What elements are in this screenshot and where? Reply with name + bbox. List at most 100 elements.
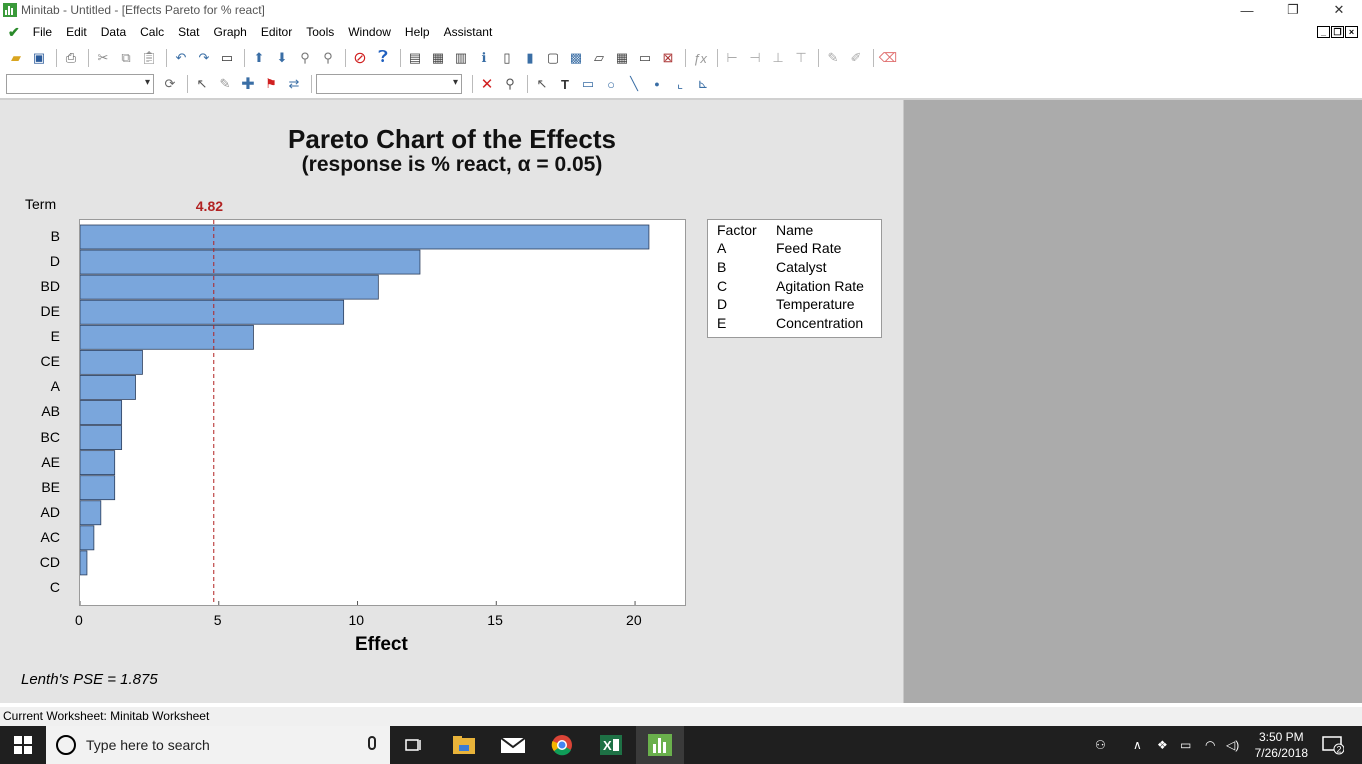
excel-icon[interactable]: X — [587, 726, 635, 764]
select-icon[interactable]: ↖ — [196, 76, 208, 91]
marker-tool-icon[interactable]: ● — [654, 79, 660, 89]
graph-folder-icon[interactable]: ▩ — [569, 50, 583, 65]
restore-button[interactable]: ❐ — [1287, 2, 1299, 17]
effect-bar-cd[interactable] — [79, 550, 88, 576]
menu-file[interactable]: File — [32, 25, 53, 39]
effect-bar-bc[interactable] — [79, 425, 123, 450]
window-icon[interactable]: ▭ — [220, 50, 234, 65]
effect-bar-ae[interactable] — [79, 450, 116, 476]
windows-start-icon[interactable] — [0, 726, 46, 764]
effect-bar-b[interactable] — [79, 224, 650, 250]
taskbar-search-box[interactable]: Type here to search — [46, 726, 390, 764]
menu-data[interactable]: Data — [100, 25, 127, 39]
panel-icon[interactable]: ▭ — [638, 50, 652, 65]
report-icon[interactable]: ▮ — [526, 50, 534, 65]
wifi-icon[interactable]: ◠ — [1205, 738, 1216, 752]
menu-window[interactable]: Window — [348, 25, 391, 39]
help-icon[interactable]: ❓︎ — [378, 49, 388, 66]
effect-bar-e[interactable] — [79, 324, 254, 350]
zoom-icon[interactable]: ⚲ — [505, 76, 515, 91]
layout-icon[interactable]: ▱ — [594, 50, 604, 65]
menu-tools[interactable]: Tools — [306, 25, 335, 39]
ellipse-tool-icon[interactable]: ○ — [607, 76, 615, 92]
effect-bar-a[interactable] — [79, 375, 136, 400]
open-icon[interactable]: ▰ — [11, 50, 21, 65]
brush-select-icon[interactable]: ✐ — [850, 50, 862, 65]
effect-bar-ce[interactable] — [79, 349, 143, 375]
mdi-close-button[interactable]: × — [1345, 26, 1358, 38]
polyline-tool-icon[interactable]: ⌞ — [676, 76, 684, 91]
effect-bar-bd[interactable] — [79, 274, 379, 300]
menu-editor[interactable]: Editor — [260, 25, 293, 39]
menu-assistant[interactable]: Assistant — [443, 25, 493, 39]
worksheet-icon[interactable]: ▦ — [431, 50, 445, 65]
tree-icon[interactable]: ⊢ — [726, 50, 738, 65]
taskbar-clock[interactable]: 3:50 PM 7/26/2018 — [1255, 729, 1308, 761]
arrow-up-icon[interactable]: ⬆ — [253, 50, 265, 65]
menu-calc[interactable]: Calc — [140, 25, 165, 39]
arrow-down-icon[interactable]: ⬇ — [276, 50, 288, 65]
replace-icon[interactable]: ⚲ — [323, 50, 333, 65]
find-icon[interactable]: ⚲ — [300, 50, 310, 65]
cancel-icon[interactable]: ⊘ — [353, 50, 367, 67]
text-tool-icon[interactable]: T — [561, 76, 569, 92]
people-icon[interactable]: ⚇ — [1095, 738, 1106, 752]
undo-icon[interactable]: ↶ — [175, 50, 187, 65]
swap-icon[interactable]: ⇄ — [288, 76, 300, 91]
menu-help[interactable]: Help — [404, 25, 430, 39]
flag-icon[interactable]: ⚑ — [265, 76, 277, 91]
function-icon[interactable]: ƒx — [693, 50, 707, 66]
table-icon[interactable]: ▦ — [615, 50, 629, 65]
redo-icon[interactable]: ↷ — [198, 50, 210, 65]
action-center-icon[interactable]: 2 — [1322, 726, 1344, 764]
brush-tool-icon[interactable]: ✎ — [219, 76, 231, 91]
menu-edit[interactable]: Edit — [66, 25, 87, 39]
history-icon[interactable]: ▯ — [503, 50, 511, 65]
rectangle-tool-icon[interactable]: ▭ — [581, 76, 595, 91]
project-check-icon[interactable]: ✔ — [8, 23, 20, 40]
effect-bar-ac[interactable] — [79, 525, 95, 551]
menu-stat[interactable]: Stat — [178, 25, 200, 39]
effect-bar-ab[interactable] — [79, 400, 123, 425]
graphs-icon[interactable]: ▥ — [454, 50, 468, 65]
paste-icon[interactable]: 📋︎ — [140, 50, 158, 65]
dropbox-icon[interactable]: ❖ — [1157, 738, 1168, 752]
task-view-icon[interactable] — [390, 726, 438, 764]
minitab-taskbar-icon[interactable] — [636, 726, 684, 764]
mail-icon[interactable] — [489, 726, 537, 764]
effect-bar-ad[interactable] — [79, 500, 102, 526]
file-explorer-icon[interactable] — [440, 726, 488, 764]
mdi-restore-button[interactable]: ❐ — [1331, 26, 1344, 38]
plot-area[interactable] — [79, 219, 686, 606]
effect-bar-be[interactable] — [79, 475, 116, 501]
battery-icon[interactable]: ▭ — [1180, 738, 1192, 752]
print-icon[interactable]: ⎙ — [65, 50, 77, 65]
show-hidden-icons-icon[interactable]: ∧ — [1133, 738, 1142, 752]
minimize-button[interactable]: — — [1240, 2, 1254, 18]
refresh-icon[interactable]: ⟳ — [164, 76, 176, 91]
save-icon[interactable]: ▣ — [32, 50, 46, 65]
chart-up-icon[interactable]: ⊤ — [795, 50, 807, 65]
polygon-tool-icon[interactable]: ⊾ — [697, 76, 709, 91]
session-icon[interactable]: ▤ — [408, 50, 422, 65]
graph-combo[interactable] — [6, 74, 154, 94]
effect-bar-de[interactable] — [79, 299, 345, 325]
chart-down-icon[interactable]: ⊥ — [772, 50, 784, 65]
close-graphs-icon[interactable]: ⊠ — [662, 50, 674, 65]
line-tool-icon[interactable]: ╲ — [630, 76, 638, 91]
cut-icon[interactable]: ✂ — [97, 50, 109, 65]
brush-icon[interactable]: ✎ — [827, 50, 839, 65]
new-graph-icon[interactable]: ▢ — [546, 50, 560, 65]
close-button[interactable]: ✕ — [1333, 2, 1345, 17]
branch-icon[interactable]: ⊣ — [749, 50, 761, 65]
element-combo[interactable] — [316, 74, 462, 94]
copy-icon[interactable]: ⧉ — [121, 50, 131, 65]
pointer-icon[interactable]: ↖ — [536, 76, 548, 91]
effect-bar-d[interactable] — [79, 249, 421, 275]
mdi-minimize-button[interactable]: _ — [1317, 26, 1330, 38]
volume-icon[interactable]: ◁) — [1226, 738, 1240, 752]
chrome-icon[interactable] — [538, 726, 586, 764]
info-icon[interactable]: ℹ — [481, 50, 487, 65]
microphone-icon[interactable] — [368, 736, 376, 750]
crosshair-icon[interactable]: ✚ — [241, 76, 255, 93]
